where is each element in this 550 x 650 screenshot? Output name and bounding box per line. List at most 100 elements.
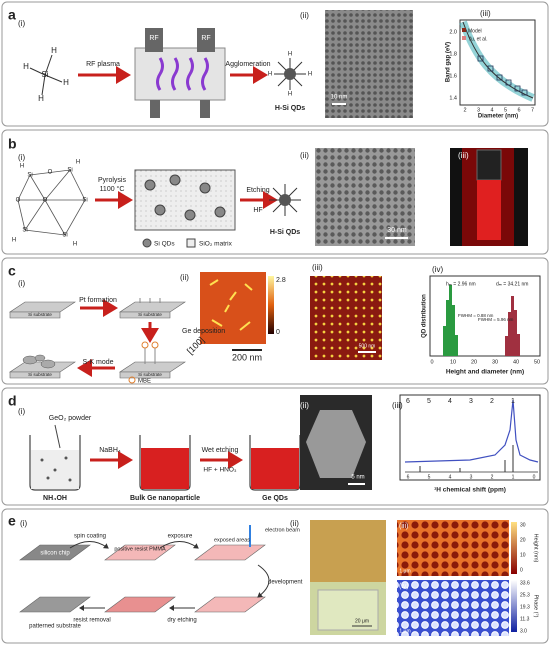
subpanel-label: (iii) <box>399 523 408 530</box>
label: HF + HNO₃ <box>203 467 237 474</box>
subpanel-label: (ii) <box>300 151 309 160</box>
subpanel-label: (ii) <box>290 519 299 528</box>
label: Etching <box>246 187 269 194</box>
label: 500 nm <box>359 343 376 349</box>
legend-entry: Si QDs <box>154 241 175 248</box>
label: Si substrate <box>138 312 162 317</box>
tick-label: 20 <box>520 537 526 543</box>
panel-letter: d <box>8 393 17 409</box>
tick-label: 3.0 <box>520 628 527 634</box>
tick-label: 19.3 <box>520 604 530 610</box>
x-tick-label: 4 <box>490 107 493 113</box>
subpanel-label: (iv) <box>399 583 409 590</box>
peak-label: 5 <box>427 398 431 405</box>
label: 0 <box>276 329 280 336</box>
label: 10 nm <box>331 95 348 101</box>
x-tick-label: 30 <box>492 359 498 365</box>
subpanel-label: (ii) <box>300 11 309 20</box>
label: 1 μm <box>399 568 410 574</box>
label: 5 nm <box>351 475 364 481</box>
label: H <box>73 242 77 248</box>
label: H <box>23 62 29 71</box>
label: Si <box>82 198 87 204</box>
panel-letter: a <box>8 7 16 23</box>
x-tick-label: 6 <box>517 107 520 113</box>
peak-label: 3 <box>469 398 473 405</box>
label: Si <box>41 70 48 79</box>
label: Si substrate <box>28 372 52 377</box>
label: patterned substrate <box>29 624 81 630</box>
label: Pt formation <box>79 297 117 304</box>
label: 1100 °C <box>100 185 125 193</box>
x-tick-label: 7 <box>531 107 534 113</box>
label: H-Si QDs <box>275 105 305 112</box>
label: exposed areas <box>214 537 250 543</box>
x-tick-label: 5 <box>428 474 431 480</box>
label: NH₄OH <box>43 495 67 502</box>
label: development <box>268 580 303 586</box>
x-tick-label: 3 <box>477 107 480 113</box>
label: H <box>38 94 44 103</box>
tick-label: 0 <box>520 567 523 573</box>
label: 20 μm <box>355 618 369 624</box>
label: hₘ = 2.96 nm <box>446 281 476 287</box>
label: Si <box>27 173 32 179</box>
x-tick-label: 4 <box>449 474 452 480</box>
label: Band gap (eV) <box>446 42 452 82</box>
tick-label: 33.6 <box>520 580 530 586</box>
label: Si substrate <box>138 372 162 377</box>
label: H <box>308 72 312 78</box>
tick-label: 11.3 <box>520 616 530 622</box>
panel-letter: b <box>8 136 17 152</box>
label: Ge deposition <box>182 328 225 335</box>
panel-letter: e <box>8 513 16 529</box>
peak-label: 4 <box>448 398 452 405</box>
label: exposure <box>168 534 193 540</box>
x-tick-label: 20 <box>471 359 477 365</box>
label: dₘ = 34.21 nm <box>496 281 528 287</box>
y-tick-label: 1.6 <box>449 73 457 79</box>
x-tick-label: 50 <box>534 359 540 365</box>
label: O <box>43 198 48 204</box>
x-tick-label: 2 <box>463 107 466 113</box>
label: H <box>288 92 292 98</box>
subpanel-label: (i) <box>18 19 25 28</box>
label: H <box>76 160 80 166</box>
label: O <box>16 198 21 204</box>
label: RF plasma <box>86 61 120 68</box>
label: 30 nm <box>387 227 407 234</box>
tick-label: 30 <box>520 522 526 528</box>
label: H <box>12 238 16 244</box>
label: FWHM = 0.88 nm <box>458 313 494 318</box>
subpanel-label: (i) <box>18 279 25 288</box>
x-tick-label: 10 <box>450 359 456 365</box>
peak-label: 6 <box>406 398 410 405</box>
label: 200 nm <box>232 352 262 362</box>
y-tick-label: 2.0 <box>449 29 457 35</box>
label: Si substrate <box>28 312 52 317</box>
subpanel-label: (ii) <box>180 273 189 282</box>
label: FWHM = 5.96 nm <box>478 317 514 322</box>
x-tick-label: 0 <box>533 474 536 480</box>
subpanel-label: (iii) <box>480 9 491 18</box>
label: MBE <box>138 379 151 385</box>
label: H <box>288 52 292 58</box>
label: HF <box>253 207 262 214</box>
label: Bulk Ge nanoparticle <box>130 495 200 502</box>
label: Wet etching <box>202 447 239 454</box>
subpanel-label: (iii) <box>458 151 469 160</box>
y-tick-label: 1.4 <box>449 95 457 101</box>
x-tick-label: 6 <box>407 474 410 480</box>
subpanel-label: (i) <box>18 153 25 162</box>
label: Pyrolysis <box>98 177 127 184</box>
label: H <box>20 164 24 170</box>
x-tick-label: 2 <box>491 474 494 480</box>
label: Height and diameter (nm) <box>446 369 524 376</box>
label: Agglomeration <box>225 61 270 68</box>
subpanel-label: (iii) <box>392 401 403 410</box>
label: electron beam <box>265 527 300 533</box>
label: NaBH₄ <box>99 447 121 454</box>
label: 2.8 <box>276 277 286 284</box>
